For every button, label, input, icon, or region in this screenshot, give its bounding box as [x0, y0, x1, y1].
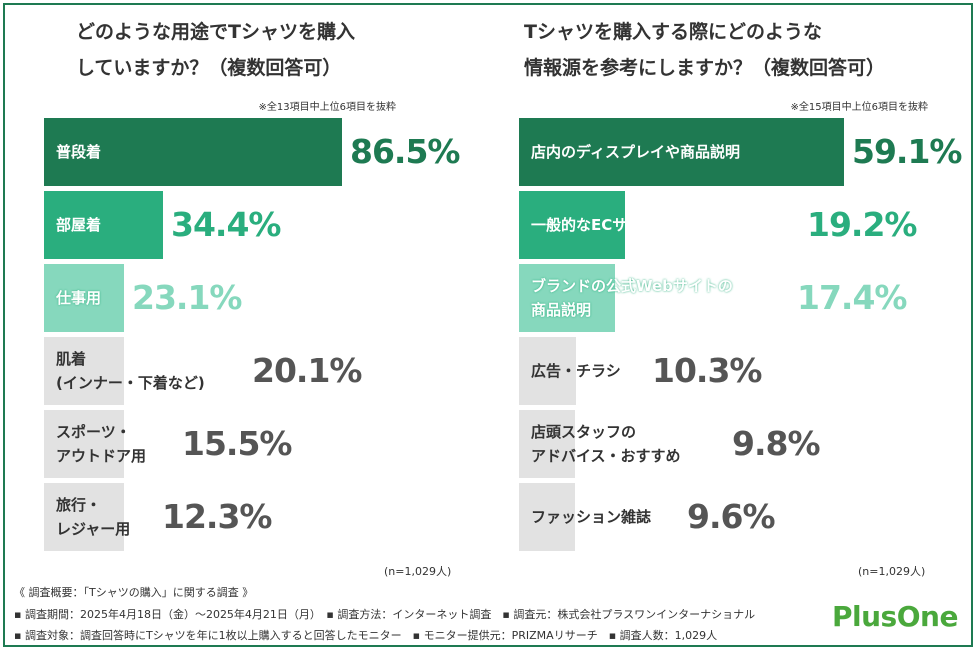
- bar-category-label: ファッション雑誌: [531, 508, 652, 526]
- bar-category-label: 店頭スタッフの アドバイス・おすすめ: [531, 423, 681, 465]
- right-chart-title: Tシャツを購入する際にどのような 情報源を参考にしますか？（複数回答可）: [524, 21, 886, 79]
- bar-category-label: 肌着 (インナー・下着など): [56, 350, 205, 392]
- bar: [44, 410, 97, 478]
- bar-value-label: 86.5%: [350, 132, 460, 171]
- bar-category-label: スポーツ・ アウトドア用: [56, 423, 147, 465]
- bar: [44, 118, 342, 186]
- survey-overview-heading: 《 調査概要：「Tシャツの購入」に関する調査 》: [14, 586, 254, 599]
- bar-value-label: 17.4%: [797, 278, 907, 317]
- bar-value-label: 19.2%: [807, 205, 917, 244]
- bar: [519, 410, 573, 478]
- bar: [44, 337, 113, 405]
- bar-value-label: 15.5%: [182, 424, 292, 463]
- bar-value-label: 59.1%: [852, 132, 962, 171]
- bar: [519, 337, 576, 405]
- chart-frame: [3, 3, 973, 647]
- bar-category-label: 店内のディスプレイや商品説明: [531, 143, 740, 161]
- bar-category-label: 仕事用: [56, 289, 102, 307]
- bar: [519, 483, 572, 551]
- bar: [519, 264, 615, 332]
- right-chart-note: ※全15項目中上位6項目を抜粋: [790, 102, 928, 113]
- bar: [44, 483, 86, 551]
- survey-period-line: ▪ 調査期間：2025年4月18日（金）〜2025年4月21日（月） ▪ 調査方…: [14, 608, 756, 621]
- bar-value-label: 12.3%: [162, 497, 272, 536]
- bar: [44, 191, 163, 259]
- left-sample-size: (n=1,029人): [384, 565, 452, 578]
- bar-category-label: ブランドの公式Webサイトの 商品説明: [531, 277, 733, 319]
- bar-value-label: 10.3%: [652, 351, 762, 390]
- bar-value-label: 20.1%: [252, 351, 362, 390]
- bar-category-label: 普段着: [56, 143, 102, 161]
- bar-category-label: 広告・チラシ: [531, 362, 621, 380]
- left-chart-note: ※全13項目中上位6項目を抜粋: [258, 102, 396, 113]
- bar: [519, 191, 625, 259]
- bar-value-label: 34.4%: [171, 205, 281, 244]
- bar: [519, 118, 844, 186]
- survey-target-line: ▪ 調査対象：調査回答時にTシャツを年に1枚以上購入すると回答したモニター ▪ …: [14, 629, 718, 642]
- right-sample-size: (n=1,029人): [858, 565, 926, 578]
- left-chart-title: どのような用途でTシャツを購入 していますか？（複数回答可）: [76, 21, 355, 79]
- bar-category-label: 一般的なECサイトの商品説明: [531, 216, 733, 234]
- bar-category-label: 部屋着: [56, 216, 102, 234]
- bar-value-label: 9.6%: [687, 497, 776, 536]
- bar: [44, 264, 124, 332]
- plusone-logo: PlusOne: [832, 600, 958, 633]
- bar-category-label: 旅行・ レジャー用: [56, 496, 131, 538]
- bar-value-label: 9.8%: [732, 424, 821, 463]
- bar-value-label: 23.1%: [132, 278, 242, 317]
